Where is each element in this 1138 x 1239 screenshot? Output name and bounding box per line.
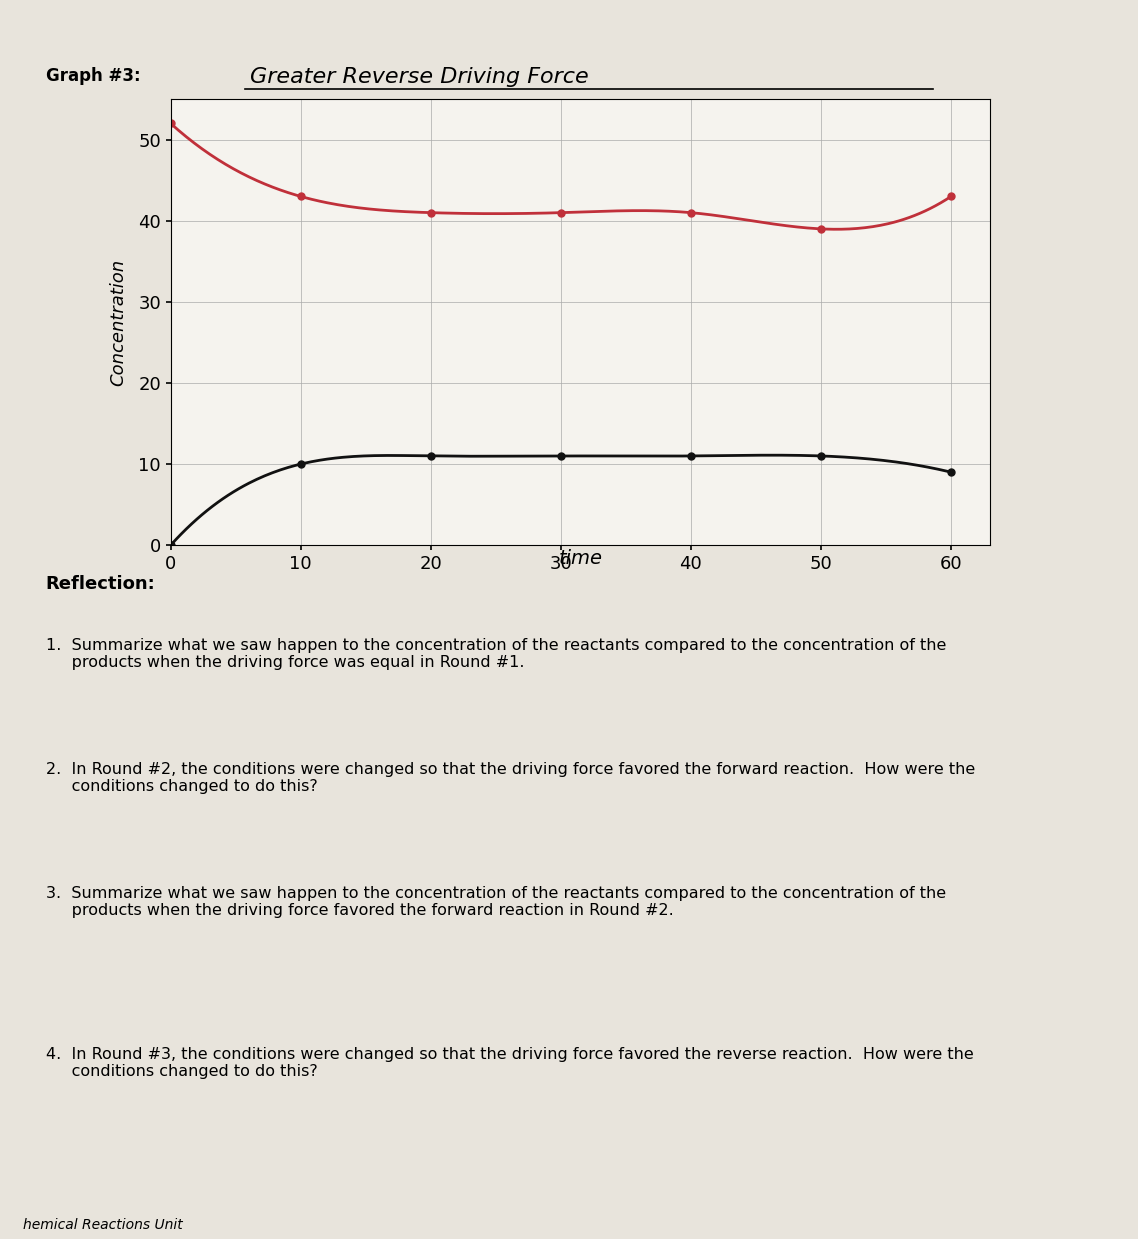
- Text: Greater Reverse Driving Force: Greater Reverse Driving Force: [250, 67, 589, 87]
- Text: Reflection:: Reflection:: [46, 575, 155, 592]
- Text: 1.  Summarize what we saw happen to the concentration of the reactants compared : 1. Summarize what we saw happen to the c…: [46, 638, 946, 670]
- Text: 4.  In Round #3, the conditions were changed so that the driving force favored t: 4. In Round #3, the conditions were chan…: [46, 1047, 973, 1079]
- Text: hemical Reactions Unit: hemical Reactions Unit: [23, 1218, 182, 1232]
- Text: 3.  Summarize what we saw happen to the concentration of the reactants compared : 3. Summarize what we saw happen to the c…: [46, 886, 946, 918]
- Text: time: time: [559, 549, 602, 567]
- Y-axis label: Concentration: Concentration: [109, 259, 127, 385]
- Text: 2.  In Round #2, the conditions were changed so that the driving force favored t: 2. In Round #2, the conditions were chan…: [46, 762, 975, 794]
- Text: Graph #3:: Graph #3:: [46, 67, 140, 84]
